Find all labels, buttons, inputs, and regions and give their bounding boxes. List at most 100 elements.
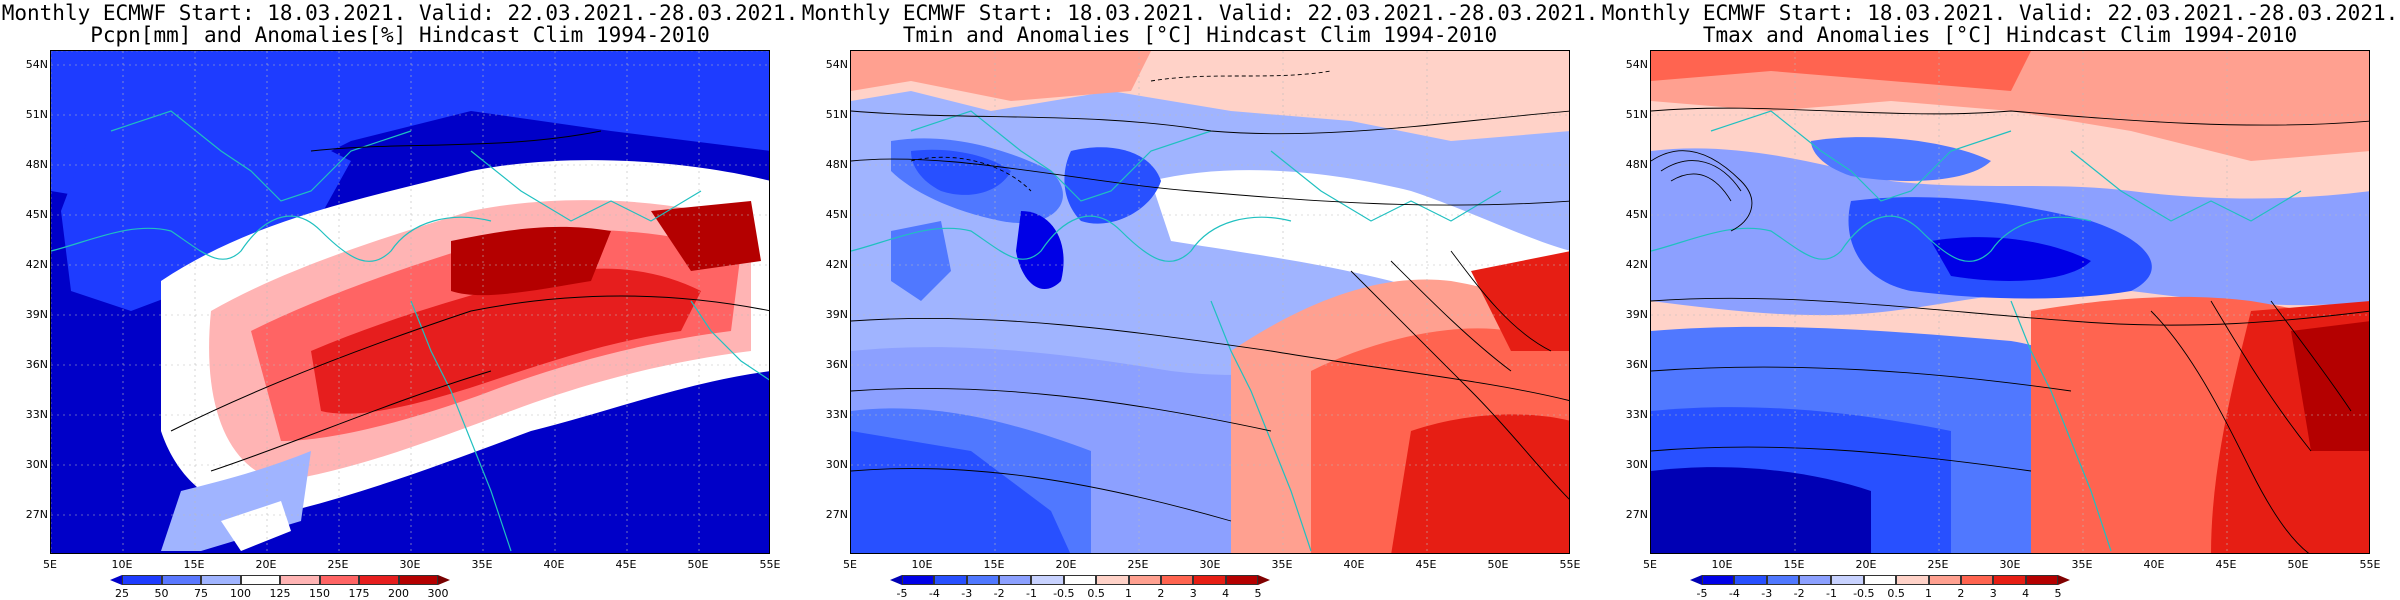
colorbar-tick-label: 300 (427, 587, 449, 600)
colorbar-segment (1734, 575, 1767, 585)
lat-label: 45N (1625, 208, 1648, 221)
panel-title-line1: Monthly ECMWF Start: 18.03.2021. Valid: … (1, 1, 799, 25)
lat-label: 45N (825, 208, 848, 221)
lat-label: 54N (825, 58, 848, 71)
lat-label: 33N (825, 408, 848, 421)
colorbar-segment (1160, 575, 1194, 585)
lon-label: 30E (1999, 558, 2021, 571)
lon-label: 30E (1199, 558, 1221, 571)
colorbar-segment (319, 575, 359, 585)
tmin-panel: Monthly ECMWF Start: 18.03.2021. Valid: … (800, 0, 1600, 600)
lat-label: 51N (825, 108, 848, 121)
lat-label: 33N (1625, 408, 1648, 421)
colorbar-segment (1702, 575, 1735, 585)
lon-label: 45E (615, 558, 637, 571)
colorbar-tick-label: 4 (1222, 587, 1230, 600)
colorbar-segment (1896, 575, 1929, 585)
lat-label: 39N (1625, 308, 1648, 321)
lon-label: 35E (1271, 558, 1293, 571)
lat-label: 36N (25, 358, 48, 371)
colorbar-tick-label: -4 (928, 587, 940, 600)
colorbar-tick-label: -5 (896, 587, 908, 600)
colorbar-tick-label: 5 (2054, 587, 2062, 600)
panel-title-line1: Monthly ECMWF Start: 18.03.2021. Valid: … (801, 1, 1599, 25)
lon-label: 35E (2071, 558, 2093, 571)
tmin-colorbar (890, 575, 1270, 585)
lon-label: 20E (1055, 558, 1077, 571)
panel-title-line1: Monthly ECMWF Start: 18.03.2021. Valid: … (1601, 1, 2399, 25)
lat-label: 54N (1625, 58, 1648, 71)
lon-label: 25E (1127, 558, 1149, 571)
lat-label: 42N (25, 258, 48, 271)
colorbar-tick-label: 3 (1189, 587, 1197, 600)
colorbar-tick-label: 200 (388, 587, 409, 600)
colorbar-segment (122, 575, 162, 585)
colorbar-max-arrow (438, 575, 450, 585)
colorbar-tick-label: -2 (1793, 587, 1805, 600)
tmin-map (850, 50, 1570, 554)
lon-label: 5E (843, 558, 857, 571)
colorbar-segment (280, 575, 320, 585)
colorbar-tick-label: 125 (269, 587, 291, 600)
lat-label: 30N (1625, 458, 1648, 471)
colorbar-min-arrow (110, 575, 122, 585)
colorbar-segment (240, 575, 280, 585)
lon-label: 10E (111, 558, 133, 571)
colorbar-tick-label: -0.5 (1853, 587, 1875, 600)
lon-label: 15E (183, 558, 205, 571)
colorbar-segment (2025, 575, 2058, 585)
lat-label: 36N (1625, 358, 1648, 371)
lat-label: 48N (25, 158, 48, 171)
colorbar-segment (359, 575, 399, 585)
colorbar-segment (1799, 575, 1832, 585)
lon-label: 10E (911, 558, 933, 571)
colorbar-segment (1993, 575, 2026, 585)
lat-label: 36N (825, 358, 848, 371)
lat-label: 42N (825, 258, 848, 271)
colorbar-segment (1831, 575, 1864, 585)
lat-label: 27N (825, 508, 848, 521)
lon-label: 50E (2287, 558, 2309, 571)
colorbar-segment (1193, 575, 1226, 585)
lon-label: 55E (759, 558, 781, 571)
lon-label: 25E (1927, 558, 1949, 571)
colorbar-segment (1063, 575, 1097, 585)
colorbar-tick-label: -4 (1728, 587, 1740, 600)
panel-title-line2: Pcpn[mm] and Anomalies[%] Hindcast Clim … (90, 23, 710, 47)
colorbar-segment (902, 575, 935, 585)
colorbar-segment (999, 575, 1032, 585)
lat-label: 30N (25, 458, 48, 471)
lon-label: 55E (2359, 558, 2381, 571)
lat-label: 48N (1625, 158, 1648, 171)
colorbar-min-arrow (1690, 575, 1702, 585)
colorbar-segment (201, 575, 241, 585)
lat-label: 27N (25, 508, 48, 521)
colorbar-tick-label: 3 (1989, 587, 1997, 600)
colorbar-tick-label: 50 (154, 587, 169, 600)
lat-label: 51N (25, 108, 48, 121)
colorbar-tick-label: 2 (1157, 587, 1165, 600)
precip-field (51, 51, 769, 553)
lon-label: 55E (1559, 558, 1581, 571)
lat-label: 45N (25, 208, 48, 221)
lat-label: 54N (25, 58, 48, 71)
colorbar-tick-label: 75 (194, 587, 208, 600)
tmax-field (1651, 51, 2369, 553)
lat-label: 39N (25, 308, 48, 321)
lon-label: 40E (2143, 558, 2165, 571)
colorbar-tick-label: -1 (1025, 587, 1037, 600)
colorbar-segment (1766, 575, 1800, 585)
colorbar-tick-label: -2 (993, 587, 1005, 600)
colorbar-max-arrow (2057, 575, 2070, 585)
tmax-map (1650, 50, 2370, 554)
precip-map (50, 50, 770, 554)
lon-label: 30E (399, 558, 421, 571)
colorbar-segment (1096, 575, 1129, 585)
lon-label: 25E (327, 558, 349, 571)
colorbar-tick-label: 1 (1125, 587, 1133, 600)
colorbar-tick-label: 2 (1957, 587, 1965, 600)
lat-label: 27N (1625, 508, 1648, 521)
colorbar-segment (398, 575, 438, 585)
colorbar-tick-label: 0.5 (1887, 587, 1905, 600)
colorbar-tick-label: 0.5 (1087, 587, 1105, 600)
